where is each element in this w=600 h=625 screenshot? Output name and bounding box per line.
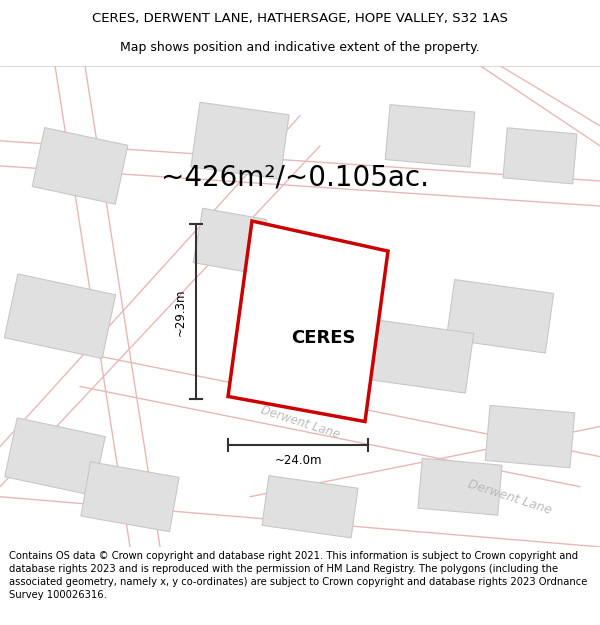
Text: ~29.3m: ~29.3m xyxy=(173,288,187,336)
Text: Map shows position and indicative extent of the property.: Map shows position and indicative extent… xyxy=(120,41,480,54)
Polygon shape xyxy=(446,279,554,353)
Polygon shape xyxy=(367,319,473,393)
Text: CERES: CERES xyxy=(291,329,355,347)
Text: Contains OS data © Crown copyright and database right 2021. This information is : Contains OS data © Crown copyright and d… xyxy=(9,551,587,601)
Polygon shape xyxy=(385,104,475,167)
Polygon shape xyxy=(503,128,577,184)
Polygon shape xyxy=(32,127,128,204)
Polygon shape xyxy=(5,418,105,496)
Polygon shape xyxy=(191,102,289,179)
Polygon shape xyxy=(262,476,358,538)
Text: Derwent Lane: Derwent Lane xyxy=(466,477,554,516)
Polygon shape xyxy=(485,406,575,468)
Text: ~426m²/~0.105ac.: ~426m²/~0.105ac. xyxy=(161,164,429,192)
Text: CERES, DERWENT LANE, HATHERSAGE, HOPE VALLEY, S32 1AS: CERES, DERWENT LANE, HATHERSAGE, HOPE VA… xyxy=(92,12,508,25)
Polygon shape xyxy=(418,458,502,515)
Text: ~24.0m: ~24.0m xyxy=(274,454,322,467)
Text: Derwent Lane: Derwent Lane xyxy=(259,404,341,441)
Polygon shape xyxy=(4,274,116,359)
Polygon shape xyxy=(193,208,267,274)
Polygon shape xyxy=(228,221,388,421)
Polygon shape xyxy=(81,462,179,532)
